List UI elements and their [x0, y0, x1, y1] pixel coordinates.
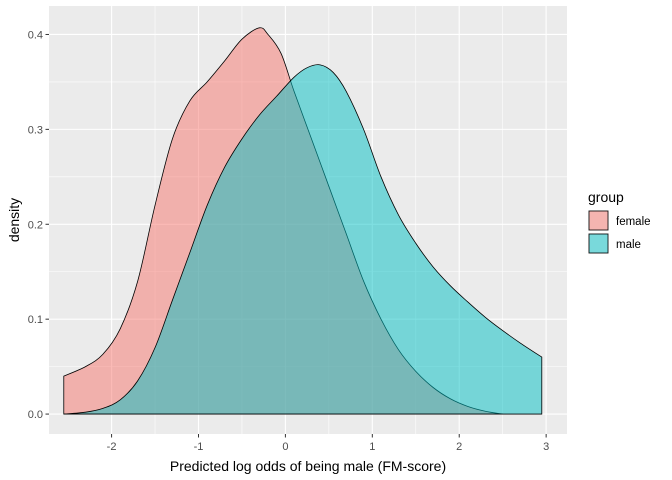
legend-label-male: male — [616, 239, 641, 251]
legend-items: female male — [588, 210, 651, 254]
x-axis-title: Predicted log odds of being male (FM-sco… — [170, 458, 446, 474]
x-tick-label: 1 — [369, 441, 375, 453]
x-tick-label: 2 — [456, 441, 462, 453]
y-tick-label: 0.2 — [28, 219, 43, 231]
x-tick-label: 3 — [543, 441, 549, 453]
density-areas — [63, 27, 543, 415]
x-tick-label: -2 — [107, 441, 117, 453]
legend: group female male — [588, 189, 651, 254]
legend-label-female: female — [616, 216, 651, 228]
y-tick-label: 0.4 — [28, 29, 43, 41]
y-axis: 0.0 0.1 0.2 0.3 0.4 — [28, 29, 49, 421]
y-tick-label: 0.3 — [28, 124, 43, 136]
legend-title: group — [588, 189, 624, 205]
x-tick-label: -1 — [194, 441, 204, 453]
density-area-male — [63, 64, 543, 415]
legend-swatch-female — [588, 210, 609, 231]
y-tick-label: 0.1 — [28, 314, 43, 326]
y-axis-title: density — [6, 198, 22, 242]
legend-swatch-male — [588, 233, 609, 254]
x-tick-label: 0 — [282, 441, 288, 453]
y-tick-label: 0.0 — [28, 409, 43, 421]
x-axis: -2 -1 0 1 2 3 — [107, 434, 549, 453]
